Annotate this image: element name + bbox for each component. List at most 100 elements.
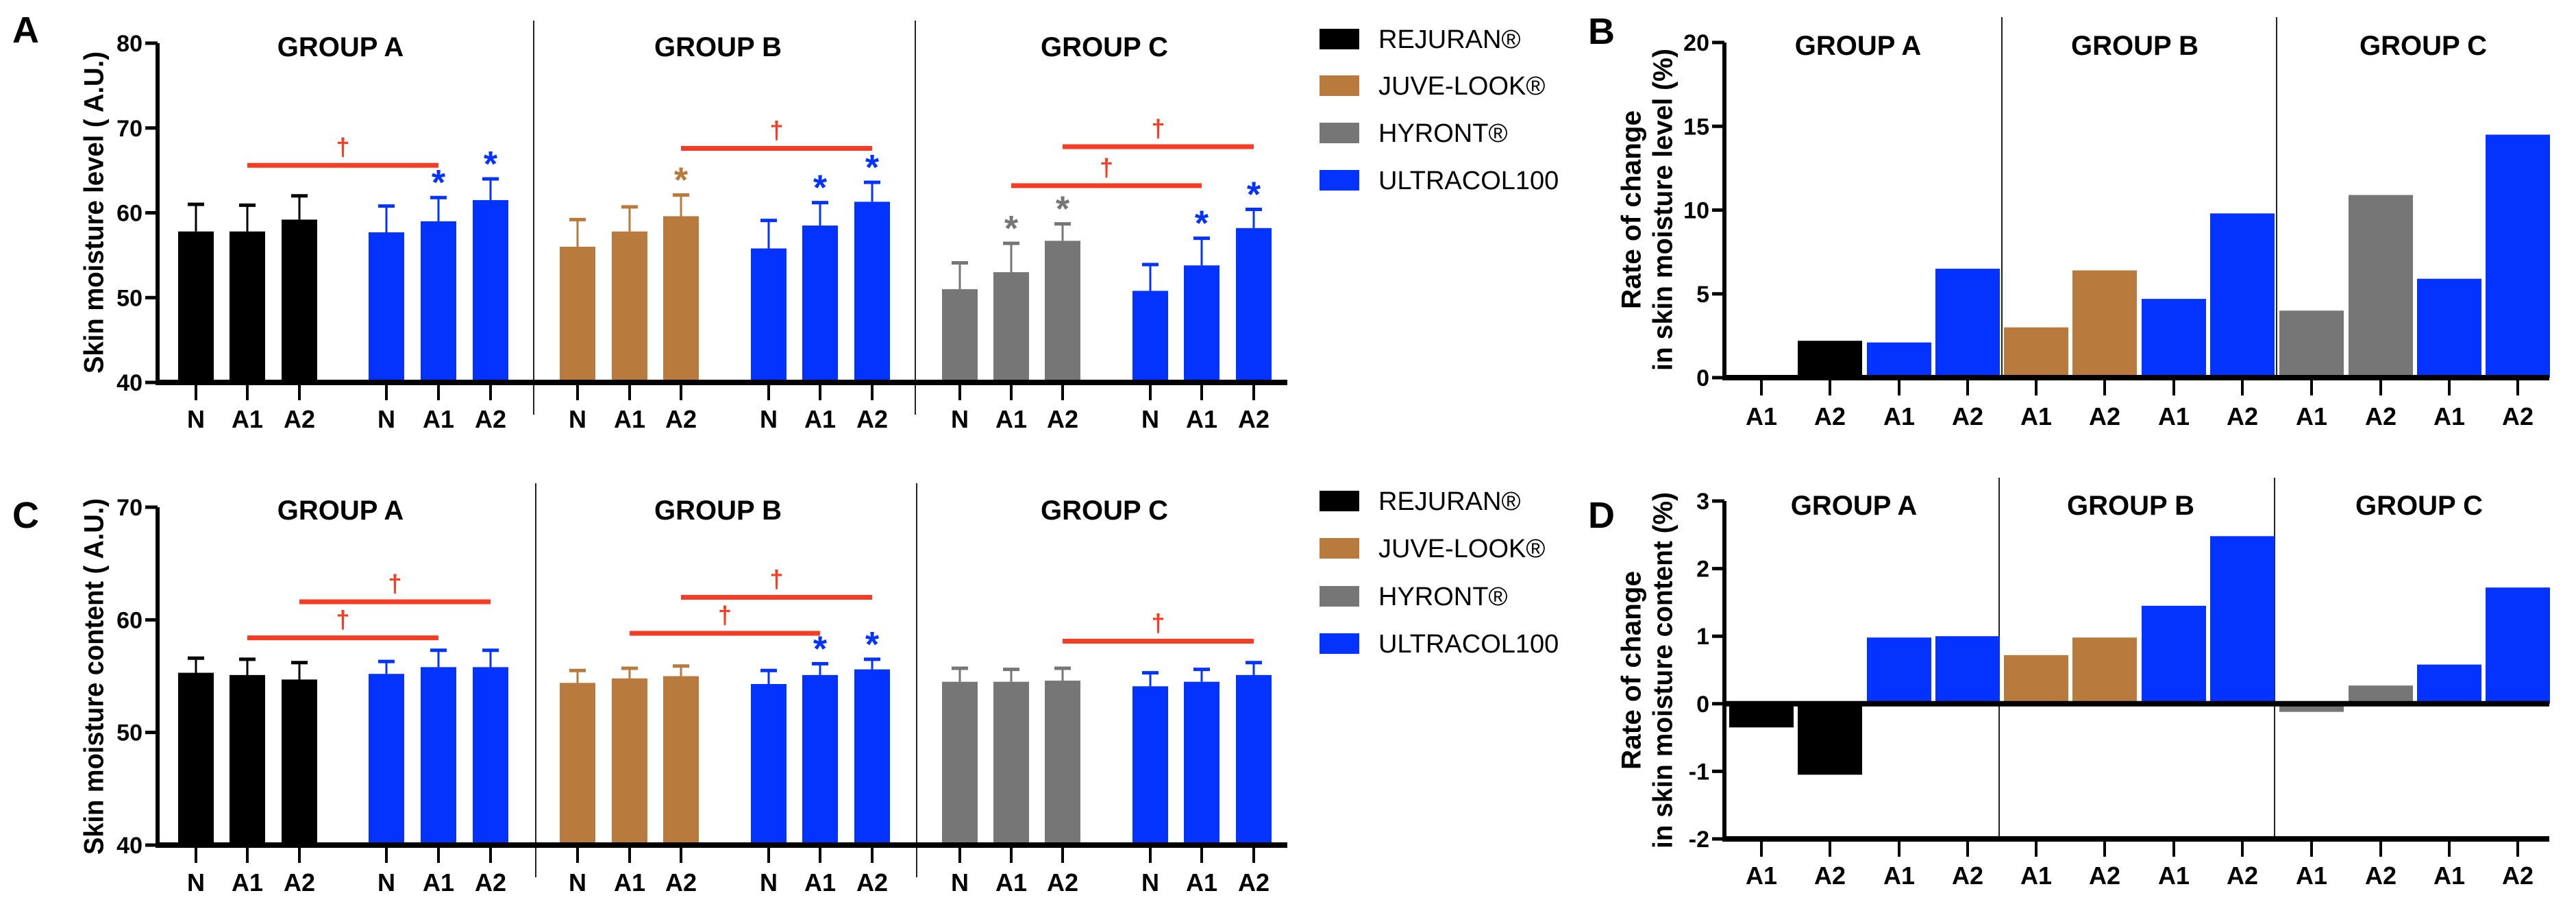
group-title: GROUP C — [2355, 491, 2483, 521]
x-tick-label: A2 — [284, 868, 315, 896]
x-tick-label: A2 — [2502, 402, 2534, 430]
bar — [1935, 636, 2000, 704]
y-tick-label: 20 — [1683, 30, 1709, 56]
x-tick-label: A2 — [475, 405, 506, 433]
legend-swatch — [1320, 538, 1359, 559]
bar — [1729, 703, 1794, 728]
x-tick-label: A1 — [614, 405, 645, 433]
x-tick-label: A2 — [1952, 862, 1983, 890]
bar — [751, 684, 787, 845]
legend-label: HYRONT® — [1378, 119, 1507, 148]
y-tick-label: 80 — [116, 31, 143, 57]
significance-star: * — [865, 148, 880, 188]
y-tick-label: 5 — [1696, 282, 1709, 308]
bar — [663, 676, 699, 845]
panel-letter: B — [1588, 11, 1615, 52]
x-tick-label: A2 — [2227, 402, 2258, 430]
x-tick-label: N — [760, 405, 778, 433]
legend-item: REJURAN® — [1320, 25, 1520, 54]
bar — [178, 231, 214, 382]
bar — [2279, 310, 2344, 378]
dagger-mark: † — [769, 565, 783, 593]
x-tick-label: N — [1141, 868, 1159, 896]
bar — [473, 667, 508, 845]
y-axis-label: in skin moisture level (%) — [1648, 49, 1679, 371]
bar — [560, 247, 595, 382]
x-tick-label: A1 — [1746, 862, 1777, 890]
bar — [2486, 134, 2550, 378]
y-tick-label: 70 — [116, 495, 143, 521]
panel-letter: C — [12, 495, 39, 536]
x-tick-label: A2 — [1047, 405, 1078, 433]
x-tick-label: A1 — [2296, 402, 2327, 430]
y-tick-label: -1 — [1689, 759, 1709, 785]
group-title: GROUP C — [1041, 496, 1168, 526]
bar — [1184, 681, 1219, 845]
legend-label: REJURAN® — [1378, 487, 1520, 516]
bar — [2417, 278, 2481, 378]
bar — [2004, 655, 2068, 704]
bar — [421, 667, 456, 845]
bar — [942, 681, 978, 845]
bar — [2142, 299, 2206, 378]
x-tick-label: A1 — [614, 868, 645, 896]
bar — [802, 674, 838, 845]
x-tick-label: A1 — [995, 868, 1027, 896]
y-axis-label: Rate of change — [1617, 571, 1647, 770]
x-tick-label: A2 — [2227, 862, 2258, 890]
significance-star: * — [674, 161, 689, 201]
group-title: GROUP B — [2067, 491, 2194, 521]
bar — [369, 674, 404, 845]
x-tick-label: N — [187, 868, 205, 896]
bar — [1867, 342, 1931, 378]
group-title: GROUP A — [277, 32, 404, 62]
bar — [2210, 213, 2275, 378]
dagger-mark: † — [336, 133, 349, 161]
legend-swatch — [1320, 586, 1359, 607]
y-tick-label: 0 — [1696, 365, 1709, 391]
bar — [1184, 265, 1219, 382]
legend-swatch — [1320, 123, 1359, 143]
legend-label: JUVE-LOOK® — [1378, 72, 1545, 101]
bar — [2486, 587, 2550, 704]
x-tick-label: A1 — [232, 405, 263, 433]
significance-star: * — [813, 169, 828, 208]
y-tick-label: 0 — [1696, 692, 1709, 718]
x-tick-label: A2 — [2502, 862, 2534, 890]
y-tick-label: 50 — [116, 285, 143, 311]
group-title: GROUP A — [1791, 491, 1917, 521]
y-tick-label: 3 — [1696, 489, 1709, 515]
x-tick-label: A2 — [1047, 868, 1078, 896]
bar — [1045, 681, 1080, 845]
x-tick-label: A1 — [423, 405, 454, 433]
x-tick-label: A1 — [1186, 405, 1217, 433]
x-tick-label: A2 — [856, 405, 888, 433]
bar — [751, 248, 787, 382]
dagger-mark: † — [1151, 114, 1165, 143]
bar — [993, 272, 1029, 382]
bar — [178, 672, 214, 845]
legend-label: HYRONT® — [1378, 583, 1507, 611]
bar — [2349, 685, 2413, 704]
x-tick-label: A1 — [2158, 862, 2190, 890]
bar — [1867, 637, 1931, 704]
x-tick-label: N — [377, 405, 395, 433]
x-tick-label: A1 — [2020, 402, 2052, 430]
legend-item: ULTRACOL100 — [1320, 630, 1559, 659]
x-tick-label: N — [569, 868, 586, 896]
legend-label: ULTRACOL100 — [1378, 167, 1559, 195]
bar — [1798, 341, 1862, 378]
bar — [2142, 605, 2206, 704]
x-tick-label: A2 — [1814, 402, 1846, 430]
x-tick-label: A1 — [2433, 402, 2465, 430]
significance-star: * — [1056, 190, 1070, 230]
legend-swatch — [1320, 29, 1359, 49]
x-tick-label: N — [377, 868, 395, 896]
panel-letter: D — [1588, 495, 1615, 536]
bar — [1798, 703, 1862, 775]
bar — [942, 289, 978, 382]
dagger-mark: † — [1100, 154, 1113, 182]
dagger-mark: † — [336, 606, 349, 634]
legend-label: JUVE-LOOK® — [1378, 535, 1545, 563]
